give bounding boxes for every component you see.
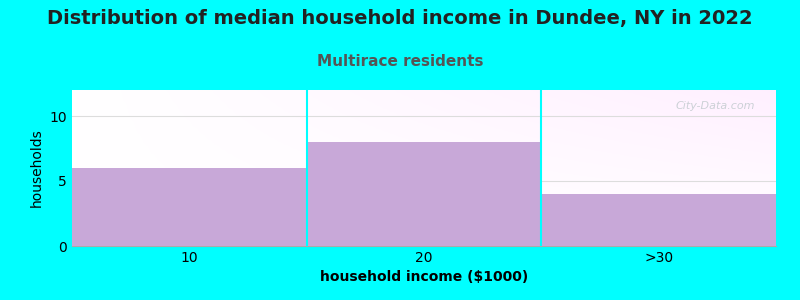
Bar	[542, 194, 776, 246]
X-axis label: household income ($1000): household income ($1000)	[320, 270, 528, 284]
Text: City-Data.com: City-Data.com	[675, 101, 755, 111]
Bar	[306, 142, 542, 246]
Y-axis label: households: households	[30, 129, 44, 207]
Text: Distribution of median household income in Dundee, NY in 2022: Distribution of median household income …	[47, 9, 753, 28]
Bar	[72, 168, 306, 246]
Text: Multirace residents: Multirace residents	[317, 54, 483, 69]
